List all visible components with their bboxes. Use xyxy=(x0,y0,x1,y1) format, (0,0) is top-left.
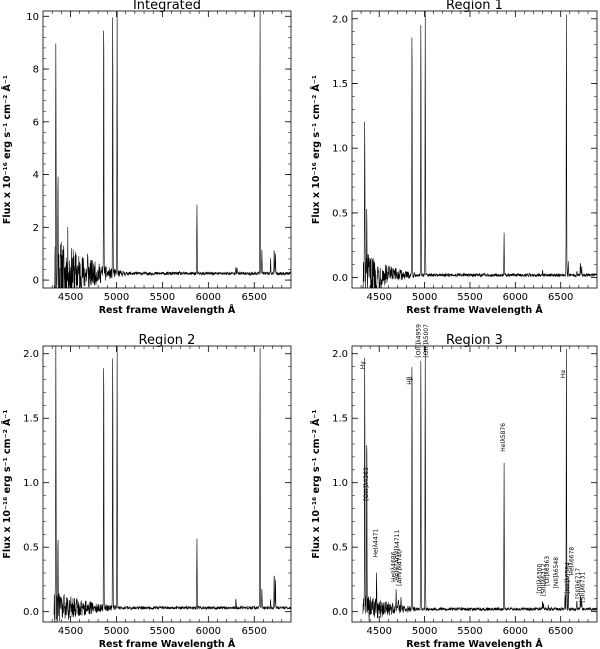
y-axis-label: Flux x 10⁻¹⁶ erg s⁻¹ cm⁻² Å⁻¹ xyxy=(2,75,13,224)
line-annotation: HeIλ6678 xyxy=(568,547,575,576)
y-tick-label: 2.0 xyxy=(332,14,348,25)
y-tick-label: 2.0 xyxy=(23,349,39,360)
line-annotation: [ArIV]λ4740 xyxy=(397,550,404,586)
panel-integrated: Integrated Rest frame Wavelength Å Flux x … xyxy=(2,0,292,316)
y-tick-label: 0 xyxy=(33,276,39,287)
x-tick-label: 5000 xyxy=(412,292,437,303)
line-annotation: Hγ xyxy=(360,361,367,370)
y-tick-label: 0.0 xyxy=(332,273,348,284)
y-axis-label: Flux x 10⁻¹⁶ erg s⁻¹ cm⁻² Å⁻¹ xyxy=(311,409,322,558)
line-annotation: Hα xyxy=(560,370,567,379)
x-tick-label: 5000 xyxy=(412,626,437,637)
y-tick-label: 10 xyxy=(26,12,39,23)
y-axis-label: Flux x 10⁻¹⁶ erg s⁻¹ cm⁻² Å⁻¹ xyxy=(2,409,13,558)
x-tick-label: 5000 xyxy=(104,626,129,637)
panel-title: Region 1 xyxy=(446,0,503,13)
y-tick-label: 0.5 xyxy=(332,543,348,554)
plot-frame xyxy=(42,345,292,623)
y-tick-label: 8 xyxy=(33,65,39,76)
y-tick-label: 1.5 xyxy=(332,414,348,425)
x-tick-label: 6000 xyxy=(503,626,528,637)
y-tick-label: 1.0 xyxy=(23,478,39,489)
line-annotation: [SII]λ6717 xyxy=(575,568,582,599)
line-annotation: [OIII]λ4363 xyxy=(363,467,370,501)
x-axis-label: Rest frame Wavelength Å xyxy=(99,305,236,316)
plot-frame xyxy=(42,10,292,289)
x-tick-label: 6000 xyxy=(196,292,221,303)
x-tick-label: 6500 xyxy=(242,626,267,637)
plot-frame xyxy=(351,345,598,623)
x-axis-label: Rest frame Wavelength Å xyxy=(99,639,236,649)
panel-region-3: Region 3 Rest frame Wavelength Å Flux x 10… xyxy=(311,324,598,649)
x-axis-label: Rest frame Wavelength Å xyxy=(406,305,543,316)
spectrum-line xyxy=(53,346,291,622)
x-tick-label: 6000 xyxy=(196,626,221,637)
line-annotation: Hβ xyxy=(406,376,413,385)
y-tick-label: 1.0 xyxy=(332,478,348,489)
x-tick-label: 4500 xyxy=(366,626,391,637)
x-tick-label: 6000 xyxy=(503,292,528,303)
x-tick-label: 4500 xyxy=(58,292,83,303)
x-tick-label: 6500 xyxy=(242,292,267,303)
line-annotation: [NII]λ6584 xyxy=(564,562,571,594)
panel-region-2: Region 2 Rest frame Wavelength Å Flux x 10… xyxy=(2,333,292,649)
line-annotation: [SII]λ6731 xyxy=(580,572,587,603)
x-tick-label: 5500 xyxy=(150,626,175,637)
line-annotation: HeIIλ4686 xyxy=(390,551,397,582)
y-tick-label: 1.5 xyxy=(23,414,39,425)
y-tick-label: 1.0 xyxy=(332,144,348,155)
panel-title: Integrated xyxy=(133,0,201,13)
panel-title: Region 2 xyxy=(139,333,196,348)
x-axis-label: Rest frame Wavelength Å xyxy=(406,639,543,649)
line-annotation: [OIII]λ4959 xyxy=(416,324,423,358)
y-tick-label: 2 xyxy=(33,223,39,234)
x-tick-label: 6500 xyxy=(548,626,573,637)
y-tick-label: 4 xyxy=(33,170,39,181)
line-annotation: [NII]λ6548 xyxy=(553,557,560,589)
spectrum-line xyxy=(362,11,597,288)
x-tick-label: 5500 xyxy=(150,292,175,303)
y-axis-label: Flux x 10⁻¹⁶ erg s⁻¹ cm⁻² Å⁻¹ xyxy=(311,75,322,224)
line-annotation: HeI+[ArIV]λ4711 xyxy=(394,530,401,581)
panel-title: Region 3 xyxy=(446,333,503,348)
y-tick-label: 0.0 xyxy=(23,607,39,618)
y-tick-label: 6 xyxy=(33,117,39,128)
y-tick-label: 0.5 xyxy=(332,208,348,219)
panel-region-1: Region 1 Rest frame Wavelength Å Flux x 10… xyxy=(311,0,598,316)
x-tick-label: 4500 xyxy=(58,626,83,637)
x-tick-label: 6500 xyxy=(548,292,573,303)
line-annotation: HeIλ4471 xyxy=(372,529,379,558)
line-annotation: [OI]λ6363 xyxy=(544,556,551,586)
y-tick-label: 1.5 xyxy=(332,79,348,90)
x-tick-label: 4500 xyxy=(366,292,391,303)
y-tick-label: 0.5 xyxy=(23,543,39,554)
line-annotation: [OI]λ6300 xyxy=(537,563,544,593)
x-tick-label: 5500 xyxy=(457,292,482,303)
plot-frame xyxy=(351,10,598,289)
line-annotation: [OIII]λ5007 xyxy=(423,324,430,358)
x-tick-label: 5000 xyxy=(104,292,129,303)
y-tick-label: 0.0 xyxy=(332,607,348,618)
spectrum-line xyxy=(362,346,597,622)
spectrum-line xyxy=(54,11,291,288)
line-annotation: HeIλ5876 xyxy=(500,423,507,452)
y-tick-label: 2.0 xyxy=(332,349,348,360)
line-annotation: [SIII]λ6312 xyxy=(540,563,547,596)
x-tick-label: 5500 xyxy=(457,626,482,637)
